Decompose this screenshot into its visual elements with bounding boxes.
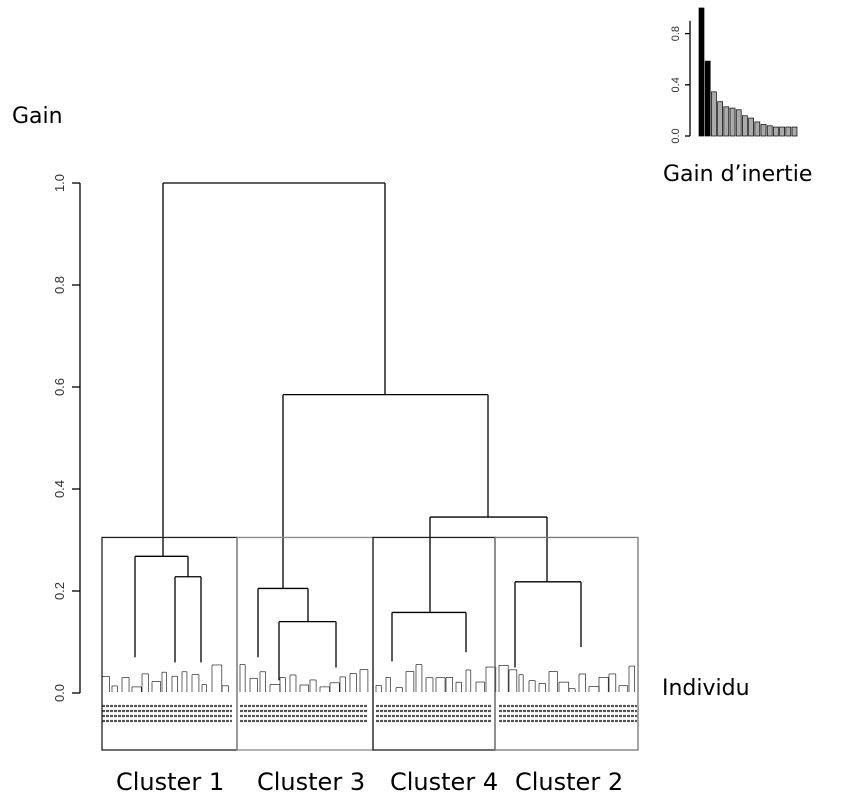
inset-y-tick-label: 0.0 [670,128,682,143]
inset-bar [773,126,779,137]
y-tick-label: 0.6 [52,378,67,396]
inset-bar [723,106,730,137]
cluster-label: Cluster 1 [116,768,225,796]
inset-bar [704,60,711,137]
x-axis-label: Individu [662,676,750,701]
y-axis-label: Gain [12,104,63,129]
inset-bar [766,125,773,137]
y-tick-label: 1.0 [52,174,67,192]
cluster-label: Cluster 2 [515,768,624,796]
inset-bar [717,101,723,137]
inset-y-tick-label: 0.8 [670,26,682,41]
cluster-label: Cluster 4 [390,768,499,796]
y-tick-label: 0.4 [52,480,67,498]
inset-bar [748,117,754,137]
inset-y-tick-label: 0.4 [670,77,682,92]
inset-bar [785,126,792,137]
inset-bar [760,124,767,137]
inset-bar [735,109,742,137]
cluster-box [372,536,496,751]
y-tick-label: 0.0 [52,684,67,702]
cluster-box [101,536,238,751]
dendrogram: 0.0 0.2 0.4 0.6 0.8 1.0 [52,174,639,751]
inset-bar [779,126,785,137]
cluster-box [494,536,639,751]
inset-bar [742,115,748,137]
y-tick-label: 0.8 [52,276,67,294]
inset-bar [791,126,798,137]
inset-bar [729,107,736,137]
inset-bar [754,121,761,137]
inset-bar [711,91,717,137]
inset-axis-label: Gain d’inertie [663,162,813,187]
cluster-label: Cluster 3 [257,768,366,796]
inertia-gain-inset: 0.0 0.4 0.8 [670,7,798,144]
inset-bar [698,7,705,137]
y-tick-label: 0.2 [52,582,67,600]
